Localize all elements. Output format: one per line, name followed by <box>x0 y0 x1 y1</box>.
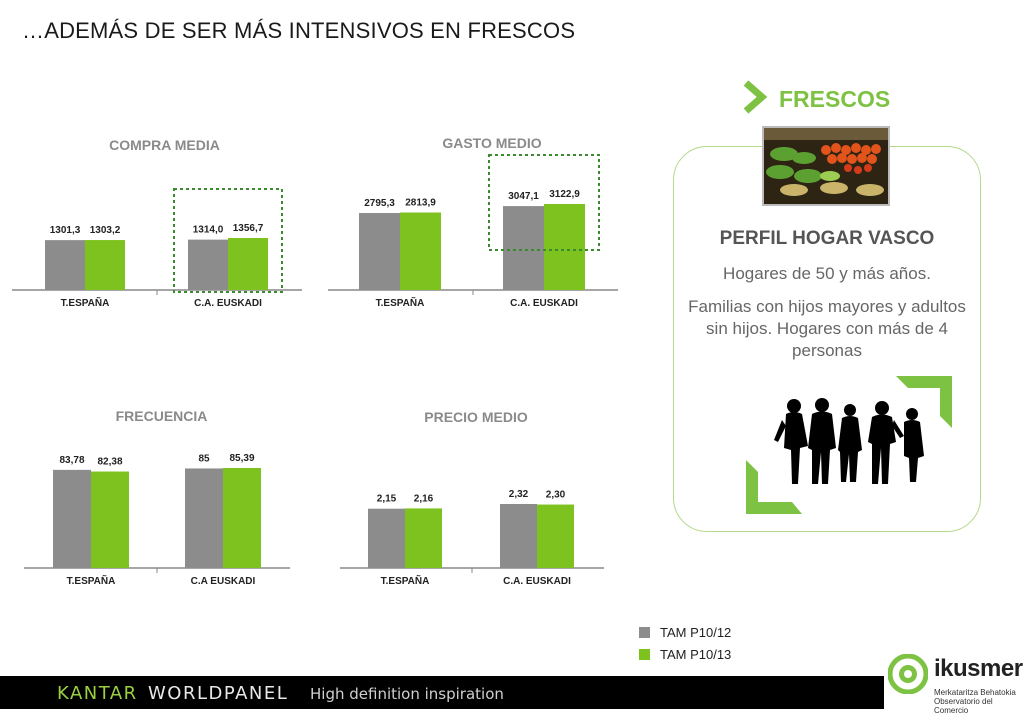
highlight-box <box>488 154 600 251</box>
data-label: 3047,1 <box>508 191 539 202</box>
bar <box>500 504 537 568</box>
bar <box>91 471 129 568</box>
data-label: 83,78 <box>59 455 84 466</box>
category-label: T.ESPAÑA <box>61 296 110 309</box>
chart-title: FRECUENCIA <box>115 408 208 424</box>
footer-brand-kantar: KANTAR <box>57 683 138 704</box>
chart-title: GASTO MEDIO <box>442 135 542 151</box>
footer-bar: KANTAR WORLDPANEL High definition inspir… <box>0 676 1024 709</box>
bar-chart-svg: 1301,3 1303,2 T.ESPAÑA 1314,0 1356,7 C.A. EUS… <box>12 188 302 309</box>
legend-swatch <box>639 627 650 638</box>
bar <box>188 239 228 290</box>
category-label: C.A. EUSKADI <box>503 576 571 587</box>
bar <box>544 204 585 290</box>
bar <box>185 468 223 568</box>
bar <box>503 206 544 290</box>
category-label: T.ESPAÑA <box>67 574 116 587</box>
data-label: 3122,9 <box>549 189 580 200</box>
profile-line-2: Familias con hijos mayores y adultos sin… <box>688 297 966 360</box>
bar <box>405 508 442 568</box>
legend-item: TAM P10/12 <box>639 625 731 640</box>
bar <box>359 213 400 290</box>
vegetables-photo <box>762 126 890 206</box>
category-label: C.A. EUSKADI <box>194 298 262 309</box>
family-silhouette-icon <box>774 398 924 484</box>
data-label: 1356,7 <box>233 223 264 234</box>
logo-subtitle-2: Observatorio del Comercio <box>934 697 993 715</box>
bar-chart-svg: 2795,3 2813,9 T.ESPAÑA 3047,1 3122,9 C.A. EUS… <box>328 154 618 309</box>
data-label: 2795,3 <box>364 198 395 209</box>
data-label: 85 <box>198 453 210 464</box>
bar-chart-svg: 2,15 2,16 T.ESPAÑA 2,32 2,30 C.A. EUSKADI <box>340 489 604 587</box>
category-label: C.A EUSKADI <box>191 576 256 587</box>
category-label: T.ESPAÑA <box>381 574 430 587</box>
bar <box>368 508 405 568</box>
data-label: 85,39 <box>229 453 254 464</box>
category-label: C.A. EUSKADI <box>510 298 578 309</box>
data-label: 82,38 <box>97 457 122 468</box>
legend-label: TAM P10/13 <box>660 647 732 662</box>
legend-swatch <box>639 649 650 660</box>
fresh-label: FRESCOS <box>779 86 891 112</box>
bar <box>85 240 125 290</box>
logo-name: ikusmer <box>934 655 1023 682</box>
data-label: 2,30 <box>546 490 566 501</box>
chevron-right-icon <box>743 80 768 114</box>
category-label: T.ESPAÑA <box>376 296 425 309</box>
bar <box>537 504 574 568</box>
legend-label: TAM P10/12 <box>660 625 732 640</box>
logo-subtitle-1: Merkataritza Behatokia <box>934 688 1016 697</box>
bar-chart-svg: 83,78 82,38 T.ESPAÑA 85 85,39 C.A EUSKADI <box>24 453 290 587</box>
bar <box>223 468 261 568</box>
profile-line-1: Hogares de 50 y más años. <box>723 264 931 283</box>
ikusmer-logo: ikusmer Merkataritza Behatokia Observato… <box>884 652 1024 715</box>
data-label: 2813,9 <box>405 198 436 209</box>
bar <box>45 240 85 290</box>
data-label: 2,32 <box>509 489 529 500</box>
data-label: 1314,0 <box>193 225 224 236</box>
bar <box>228 238 268 290</box>
chart-title: COMPRA MEDIA <box>109 137 220 153</box>
footer-brand-worldpanel: WORLDPANEL <box>148 683 289 704</box>
produce-image <box>764 128 888 204</box>
target-logo-icon <box>888 654 928 694</box>
corner-bracket-top-right-icon <box>896 376 952 428</box>
profile-title: PERFIL HOGAR VASCO <box>719 228 935 249</box>
footer-tagline: High definition inspiration <box>310 685 504 703</box>
data-label: 2,15 <box>377 494 397 505</box>
bar <box>400 212 441 290</box>
page-title: …ADEMÁS DE SER MÁS INTENSIVOS EN FRESCOS <box>22 18 576 43</box>
data-label: 1301,3 <box>50 225 81 236</box>
highlight-box <box>173 188 283 293</box>
chart-title: PRECIO MEDIO <box>424 409 528 425</box>
data-label: 1303,2 <box>90 225 121 236</box>
corner-bracket-bottom-left-icon <box>746 460 802 514</box>
bar <box>53 469 91 568</box>
data-label: 2,16 <box>414 493 434 504</box>
legend-item: TAM P10/13 <box>639 647 731 662</box>
